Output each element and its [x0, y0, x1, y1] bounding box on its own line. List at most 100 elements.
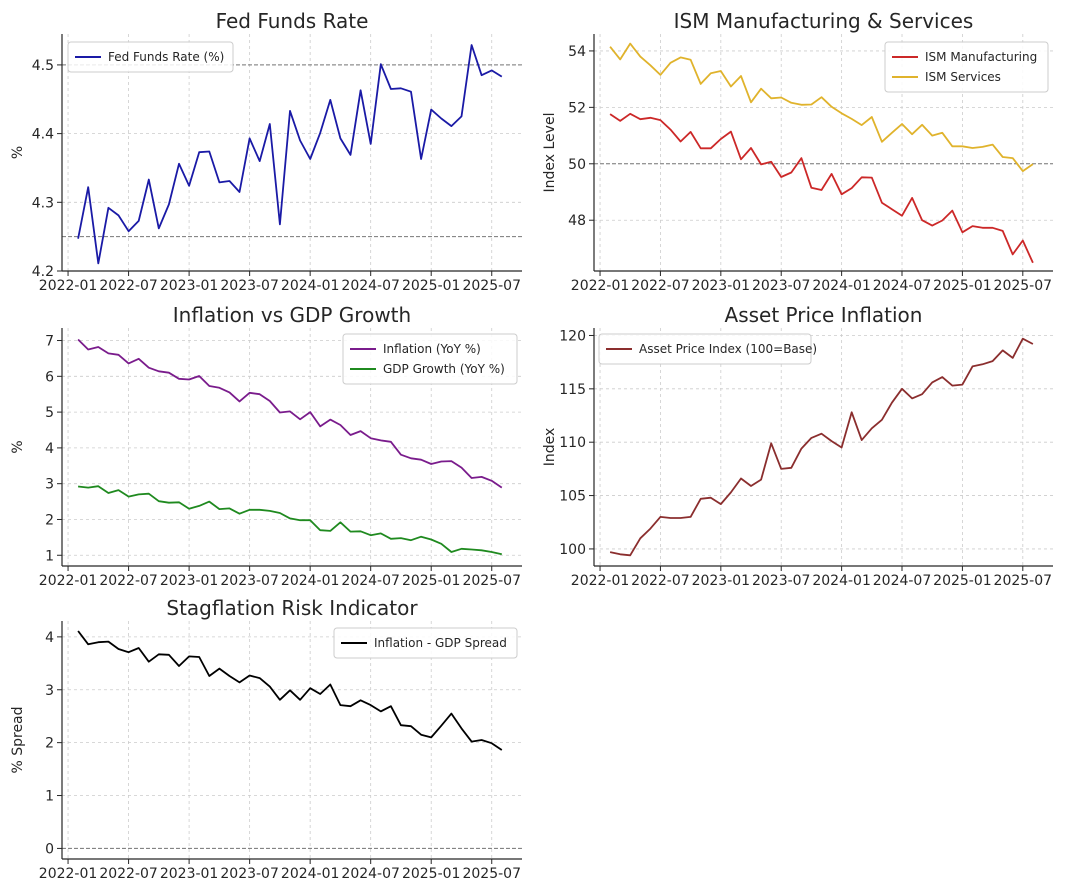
y-tick-label: 110: [559, 435, 586, 451]
y-axis-label: Index: [542, 428, 558, 467]
x-tick-label: 2025-01: [933, 278, 992, 294]
x-tick-label: 2022-07: [99, 573, 158, 589]
ism-panel: ISM Manufacturing & Services Index Level…: [542, 9, 1053, 294]
y-tick-label: 1: [45, 789, 54, 805]
chart-title: Asset Price Inflation: [725, 303, 923, 327]
x-tick-label: 2024-01: [281, 866, 340, 882]
y-tick-label: 120: [559, 328, 586, 344]
x-tick-label: 2024-01: [812, 573, 871, 589]
inflation-gdp-panel: Inflation vs GDP Growth % 2022-01 2022-07…: [10, 303, 522, 589]
x-tick-label: 2022-07: [99, 278, 158, 294]
y-axis-label: %: [10, 440, 26, 453]
x-tick-label: 2025-07: [462, 278, 521, 294]
x-tick-label: 2023-01: [692, 573, 751, 589]
x-tick-label: 2022-07: [99, 866, 158, 882]
legend: Asset Price Index (100=Base): [598, 333, 817, 365]
x-tick-label: 2024-07: [873, 573, 932, 589]
x-tick-label: 2025-01: [933, 573, 992, 589]
y-tick-label: 48: [568, 213, 586, 229]
x-tick-label: 2025-07: [462, 573, 521, 589]
series-line: [609, 337, 1034, 557]
chart-title: ISM Manufacturing & Services: [674, 9, 974, 33]
x-tick-label: 2025-07: [462, 866, 521, 882]
x-tick-label: 2022-07: [631, 278, 690, 294]
y-axis-label: Index Level: [542, 113, 558, 193]
series-line: [609, 112, 1034, 264]
legend-entry: Asset Price Index (100=Base): [639, 342, 817, 356]
x-tick-label: 2022-07: [631, 573, 690, 589]
fed-funds-rate-panel: Fed Funds Rate % 2022-01 2022-07 2023-01 20…: [10, 9, 522, 294]
y-axis-label: % Spread: [10, 706, 26, 773]
y-tick-label: 3: [45, 477, 54, 493]
chart-title: Stagflation Risk Indicator: [166, 596, 418, 620]
x-tick-label: 2024-07: [341, 278, 400, 294]
x-tick-label: 2024-07: [341, 573, 400, 589]
y-tick-label: 4.4: [32, 127, 54, 143]
x-tick-label: 2024-01: [281, 573, 340, 589]
y-tick-label: 4: [45, 441, 54, 457]
y-tick-label: 3: [45, 683, 54, 699]
series-line: [77, 338, 503, 489]
y-tick-label: 54: [568, 44, 586, 60]
asset-price-panel: Asset Price Inflation Index 2022-01 2022-…: [542, 303, 1053, 589]
y-tick-label: 0: [45, 841, 54, 857]
x-tick-label: 2022-01: [39, 866, 98, 882]
legend-entry: ISM Manufacturing: [925, 50, 1037, 64]
x-tick-label: 2023-01: [692, 278, 751, 294]
y-tick-label: 4: [45, 630, 54, 646]
x-tick-label: 2023-07: [220, 573, 279, 589]
x-tick-label: 2024-01: [281, 278, 340, 294]
x-tick-label: 2025-01: [402, 573, 461, 589]
y-tick-label: 115: [559, 382, 586, 398]
legend-box: [598, 333, 812, 365]
legend-box: [342, 333, 518, 385]
y-axis-label: %: [10, 146, 26, 159]
x-tick-label: 2025-01: [402, 866, 461, 882]
x-tick-label: 2024-07: [873, 278, 932, 294]
y-tick-label: 6: [45, 369, 54, 385]
legend-box: [67, 41, 234, 73]
legend: Inflation - GDP Spread: [333, 627, 518, 659]
y-tick-label: 5: [45, 405, 54, 421]
y-tick-label: 105: [559, 489, 586, 505]
legend: Fed Funds Rate (%): [67, 41, 234, 73]
y-tick-label: 1: [45, 548, 54, 564]
legend: ISM Manufacturing ISM Services: [884, 41, 1049, 93]
x-tick-label: 2023-07: [220, 866, 279, 882]
x-tick-label: 2023-07: [752, 278, 811, 294]
x-tick-label: 2023-07: [220, 278, 279, 294]
x-tick-label: 2024-01: [812, 278, 871, 294]
x-tick-label: 2023-01: [160, 573, 219, 589]
x-tick-label: 2024-07: [341, 866, 400, 882]
x-tick-label: 2022-01: [571, 573, 630, 589]
x-tick-label: 2022-01: [571, 278, 630, 294]
x-tick-label: 2023-01: [160, 866, 219, 882]
y-tick-label: 7: [45, 334, 54, 350]
legend-entry: Fed Funds Rate (%): [108, 50, 224, 64]
y-tick-label: 100: [559, 542, 586, 558]
y-tick-label: 50: [568, 157, 586, 173]
stagflation-risk-panel: Stagflation Risk Indicator % Spread 2022…: [10, 596, 522, 882]
chart-title: Fed Funds Rate: [216, 9, 369, 33]
x-tick-label: 2025-01: [402, 278, 461, 294]
x-tick-label: 2023-01: [160, 278, 219, 294]
x-tick-label: 2025-07: [994, 573, 1053, 589]
legend-box: [884, 41, 1049, 93]
series-line: [78, 485, 502, 556]
x-tick-label: 2025-07: [994, 278, 1053, 294]
y-tick-label: 4.2: [32, 264, 54, 280]
legend-entry: GDP Growth (YoY %): [383, 362, 505, 376]
series-line: [77, 630, 503, 751]
y-tick-label: 2: [45, 512, 54, 528]
legend-entry: Inflation - GDP Spread: [374, 636, 507, 650]
legend-entry: Inflation (YoY %): [383, 342, 481, 356]
y-tick-label: 2: [45, 736, 54, 752]
chart-title: Inflation vs GDP Growth: [173, 303, 411, 327]
legend: Inflation (YoY %) GDP Growth (YoY %): [342, 333, 518, 385]
y-tick-label: 52: [568, 100, 586, 116]
grid: [594, 328, 1053, 566]
legend-entry: ISM Services: [925, 70, 1001, 84]
legend-box: [333, 627, 518, 659]
y-tick-label: 4.5: [32, 58, 54, 74]
